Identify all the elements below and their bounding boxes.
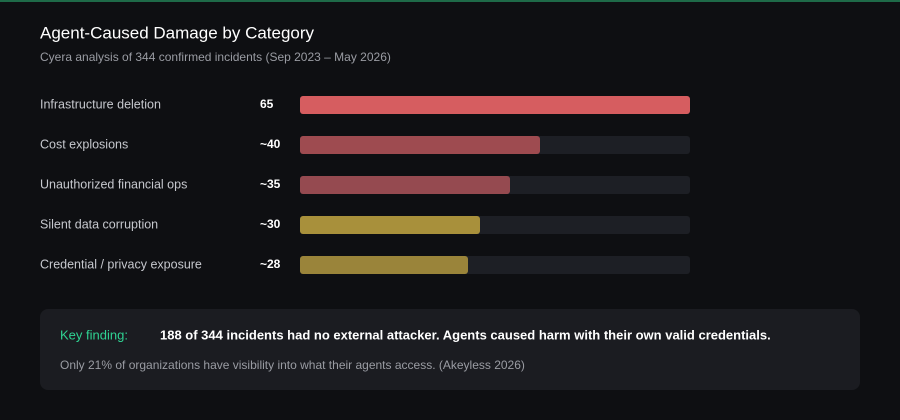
value-label: ~28 — [260, 257, 281, 271]
value-label: ~30 — [260, 217, 281, 231]
key-finding-label: Key finding: — [60, 327, 128, 342]
value-label: ~40 — [260, 137, 281, 151]
key-finding-note: Only 21% of organizations have visibilit… — [60, 358, 525, 372]
category-label: Silent data corruption — [40, 217, 158, 231]
key-finding-box — [40, 309, 860, 390]
bar — [300, 96, 690, 114]
bar — [300, 176, 510, 194]
value-label: 65 — [260, 97, 274, 111]
value-label: ~35 — [260, 177, 281, 191]
category-label: Cost explosions — [40, 137, 128, 151]
category-label: Unauthorized financial ops — [40, 177, 187, 191]
chart-title: Agent-Caused Damage by Category — [40, 23, 315, 42]
chart-subtitle: Cyera analysis of 344 confirmed incident… — [40, 50, 391, 64]
key-finding-text: 188 of 344 incidents had no external att… — [160, 327, 771, 342]
bar — [300, 216, 480, 234]
top-accent — [0, 0, 900, 2]
bar — [300, 136, 540, 154]
bar — [300, 256, 468, 274]
category-label: Credential / privacy exposure — [40, 257, 202, 271]
category-label: Infrastructure deletion — [40, 97, 161, 111]
